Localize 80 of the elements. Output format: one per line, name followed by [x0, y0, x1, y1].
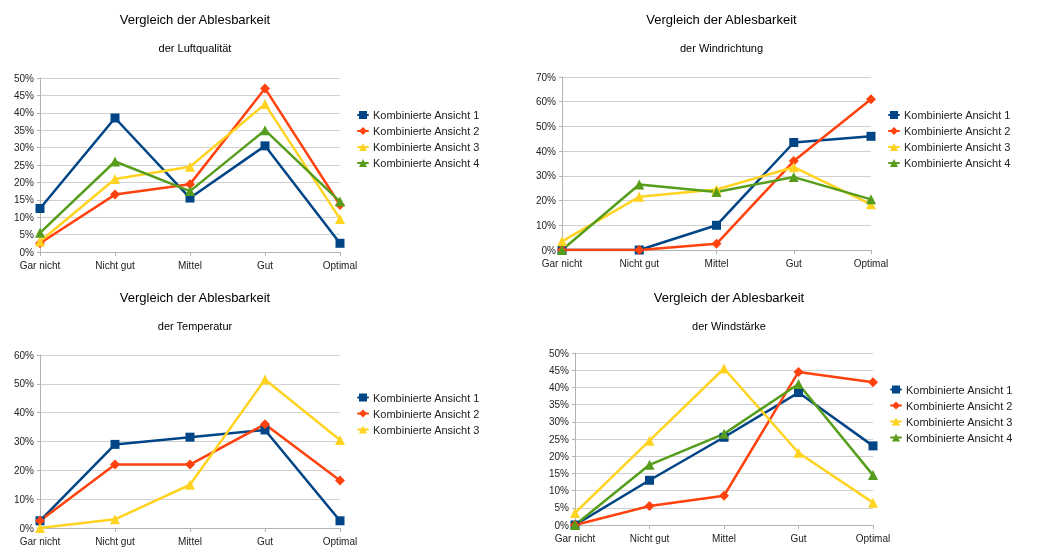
legend-label: Kombinierte Ansicht 2 [373, 125, 480, 137]
legend-label: Kombinierte Ansicht 3 [906, 415, 1013, 428]
y-tick-label: 15% [548, 467, 570, 479]
chart-subtitle: der Windstärke [692, 319, 766, 332]
y-tick-label: 25% [13, 159, 35, 171]
y-tick-label: 0% [554, 519, 570, 531]
y-tick-label: 40% [13, 107, 35, 119]
y-tick-label: 15% [13, 194, 35, 206]
x-tick-label: Mittel [704, 257, 729, 269]
x-tick-label: Gut [256, 259, 274, 271]
y-tick-label: 35% [13, 124, 35, 136]
chart-subtitle: der Temperatur [157, 319, 233, 332]
y-tick-label: 50% [13, 72, 35, 84]
x-tick-label: Nicht gut [95, 259, 135, 271]
x-tick-label: Optimal [322, 535, 358, 547]
legend-label: Kombinierte Ansicht 4 [904, 157, 1011, 169]
y-tick-label: 40% [13, 407, 35, 419]
x-tick-label: Optimal [853, 257, 889, 269]
x-tick-label: Nicht gut [619, 257, 660, 269]
x-tick-label: Gar nicht [19, 259, 61, 271]
x-tick-label: Gar nicht [554, 532, 596, 544]
x-tick-label: Nicht gut [629, 532, 670, 544]
x-tick-label: Optimal [855, 532, 891, 544]
y-tick-label: 10% [13, 493, 35, 505]
y-tick-label: 10% [548, 485, 570, 497]
y-tick-label: 60% [13, 349, 35, 361]
x-tick-label: Nicht gut [95, 535, 135, 547]
y-tick-label: 30% [13, 436, 35, 447]
y-tick-label: 60% [535, 96, 557, 108]
x-tick-label: Mittel [178, 535, 202, 547]
y-tick-label: 70% [535, 71, 557, 83]
x-tick-label: Optimal [322, 259, 358, 271]
x-tick-label: Gar nicht [19, 535, 61, 547]
y-tick-label: 45% [548, 364, 570, 376]
legend-label: Kombinierte Ansicht 1 [373, 109, 480, 121]
x-tick-label: Gut [790, 532, 807, 544]
y-tick-label: 5% [19, 229, 35, 241]
y-tick-label: 20% [13, 176, 35, 188]
y-tick-label: 0% [19, 522, 35, 534]
chart-title: Vergleich der Ablesbarkeit [119, 12, 271, 27]
chart-title: Vergleich der Ablesbarkeit [653, 290, 805, 305]
y-tick-label: 0% [19, 246, 35, 258]
legend-label: Kombinierte Ansicht 3 [373, 423, 480, 436]
y-tick-label: 50% [13, 378, 35, 390]
x-tick-label: Gar nicht [541, 257, 583, 269]
y-tick-label: 30% [535, 170, 557, 182]
legend-label: Kombinierte Ansicht 1 [904, 109, 1011, 121]
chart-title: Vergleich der Ablesbarkeit [646, 12, 798, 27]
chart-subtitle: der Luftqualität [158, 41, 232, 54]
y-tick-label: 40% [548, 381, 570, 393]
chart-title: Vergleich der Ablesbarkeit [119, 290, 271, 305]
legend-label: Kombinierte Ansicht 3 [904, 141, 1011, 153]
y-tick-label: 45% [13, 89, 35, 101]
y-tick-label: 30% [548, 416, 570, 428]
y-tick-label: 50% [548, 347, 570, 359]
y-tick-label: 35% [548, 399, 570, 411]
legend-label: Kombinierte Ansicht 3 [373, 141, 480, 153]
chart-subtitle: der Windrichtung [679, 41, 764, 54]
legend-label: Kombinierte Ansicht 2 [373, 407, 480, 420]
legend-label: Kombinierte Ansicht 2 [906, 399, 1013, 412]
legend-label: Kombinierte Ansicht 4 [373, 157, 480, 169]
y-tick-label: 40% [535, 145, 557, 157]
y-tick-label: 20% [13, 464, 35, 476]
y-tick-label: 20% [548, 450, 570, 462]
x-tick-label: Gut [256, 535, 274, 547]
y-tick-label: 10% [13, 211, 35, 223]
y-tick-label: 25% [548, 433, 570, 445]
x-tick-label: Mittel [712, 532, 736, 544]
legend-label: Kombinierte Ansicht 1 [906, 383, 1013, 396]
x-tick-label: Mittel [178, 259, 202, 271]
y-tick-label: 50% [535, 120, 557, 132]
y-tick-label: 20% [535, 195, 557, 207]
legend-label: Kombinierte Ansicht 4 [906, 431, 1013, 444]
y-tick-label: 30% [13, 142, 35, 154]
legend-label: Kombinierte Ansicht 1 [373, 391, 480, 404]
x-tick-label: Gut [785, 257, 803, 269]
legend-label: Kombinierte Ansicht 2 [904, 125, 1011, 137]
y-tick-label: 0% [541, 244, 557, 256]
y-tick-label: 5% [554, 502, 570, 514]
y-tick-label: 10% [535, 219, 557, 231]
